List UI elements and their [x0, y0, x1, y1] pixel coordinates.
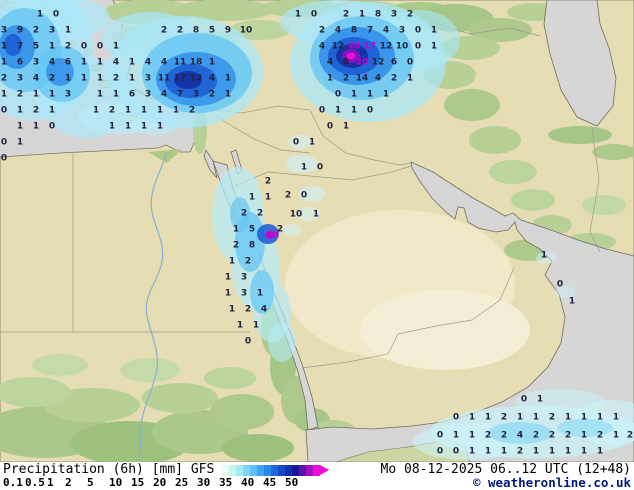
legend-color-segment — [222, 465, 229, 476]
legend-color-segment — [243, 465, 250, 476]
legend-color-segment — [285, 465, 292, 476]
legend-color-segment — [271, 465, 278, 476]
legend-tick: 0.5 — [25, 476, 45, 489]
legend-color-segment — [299, 465, 306, 476]
caspian-sea — [543, 0, 617, 127]
borders-layer — [0, 21, 601, 369]
legend-tick: 50 — [285, 476, 299, 489]
legend-color-segment — [278, 465, 285, 476]
legend-tick: 35 — [219, 476, 233, 489]
legend-tick: 1 — [47, 476, 54, 489]
product-label: Precipitation (6h) [mm] GFS — [3, 462, 215, 477]
legend-tick: 25 — [175, 476, 189, 489]
legend-colorbar — [222, 465, 320, 476]
river-layer — [138, 151, 168, 462]
legend-color-segment — [292, 465, 299, 476]
legend-color-segment — [229, 465, 236, 476]
legend-tick: 45 — [263, 476, 277, 489]
precipitation-layer — [0, 0, 634, 460]
legend-bar: Precipitation (6h) [mm] GFS Mo 08-12-202… — [0, 462, 634, 490]
datetime-label: Mo 08-12-2025 06..12 UTC (12+48) — [380, 462, 631, 477]
map-canvas — [0, 0, 634, 462]
legend-tick: 20 — [153, 476, 167, 489]
legend-color-segment — [257, 465, 264, 476]
legend-tick: 40 — [241, 476, 255, 489]
persian-gulf-arabian-sea — [305, 161, 634, 462]
legend-ticks: 0.1 0.5 1 2 5 10 15 20 25 30 35 40 45 50 — [0, 476, 330, 490]
legend-color-segment — [250, 465, 257, 476]
legend-color-segment — [306, 465, 313, 476]
legend-color-segment — [236, 465, 243, 476]
nile-river — [138, 151, 168, 462]
legend-color-segment — [313, 465, 320, 476]
legend-tick: 30 — [197, 476, 211, 489]
gulf-of-suez — [203, 149, 218, 179]
legend-tick: 2 — [65, 476, 72, 489]
nile-delta — [148, 149, 182, 163]
legend-color-segment — [264, 465, 271, 476]
legend-tick: 0.1 — [3, 476, 23, 489]
legend-tick: 10 — [109, 476, 123, 489]
legend-tick: 15 — [131, 476, 145, 489]
legend-arrow-icon — [320, 465, 329, 475]
legend-tick: 5 — [87, 476, 94, 489]
copyright-label: © weatheronline.co.uk — [472, 475, 631, 490]
